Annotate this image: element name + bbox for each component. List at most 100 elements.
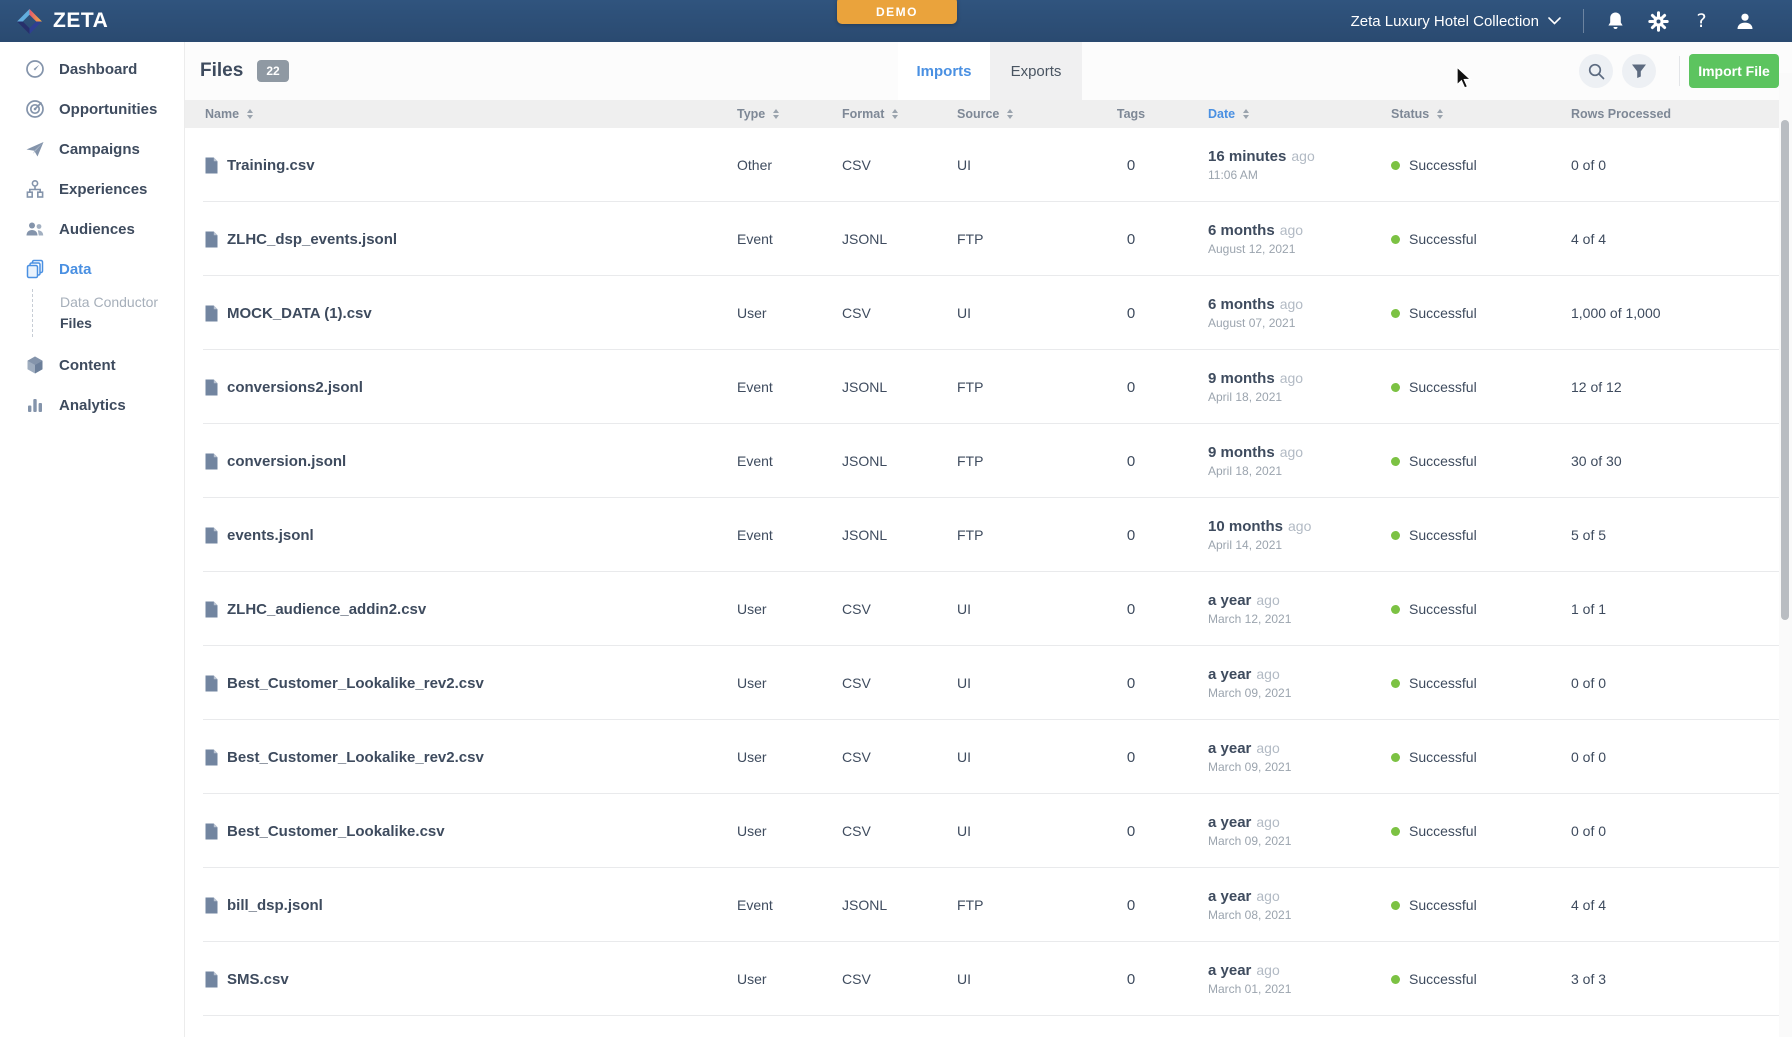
table-row[interactable]: Training.csv Other CSV UI 0 16 minutes ag… bbox=[185, 128, 1792, 202]
file-icon bbox=[205, 823, 218, 839]
file-name-cell: conversions2.jsonl bbox=[205, 350, 363, 424]
file-date-absolute: April 18, 2021 bbox=[1208, 464, 1283, 478]
file-source: UI bbox=[957, 823, 971, 839]
search-icon bbox=[1588, 63, 1604, 79]
opportunities-target-icon bbox=[24, 99, 46, 119]
status-success-dot-icon bbox=[1391, 160, 1400, 170]
column-header-source[interactable]: Source bbox=[957, 100, 1014, 128]
sidebar-item-opportunities[interactable]: Opportunities bbox=[0, 89, 184, 129]
column-header-tags: Tags bbox=[1116, 107, 1146, 121]
table-row[interactable]: Best_Customer_Lookalike_rev2.csv User CS… bbox=[185, 720, 1792, 794]
org-selector[interactable]: Zeta Luxury Hotel Collection bbox=[1351, 13, 1561, 30]
file-source: UI bbox=[957, 749, 971, 765]
file-type: User bbox=[737, 971, 767, 987]
file-name: SMS.csv bbox=[227, 970, 289, 988]
table-row[interactable]: ZLHC_audience_addin2.csv User CSV UI 0 a… bbox=[185, 572, 1792, 646]
sidebar-item-dashboard[interactable]: Dashboard bbox=[0, 49, 184, 89]
column-header-format[interactable]: Format bbox=[842, 100, 899, 128]
column-header-date[interactable]: Date bbox=[1208, 100, 1250, 128]
file-type: User bbox=[737, 749, 767, 765]
notifications-button[interactable] bbox=[1594, 0, 1637, 42]
file-date-cell: 6 months ago August 12, 2021 bbox=[1208, 202, 1303, 276]
sidebar-item-analytics[interactable]: Analytics bbox=[0, 385, 184, 425]
tab-exports[interactable]: Exports bbox=[990, 42, 1082, 100]
file-status: Successful bbox=[1409, 601, 1477, 617]
settings-button[interactable] bbox=[1637, 0, 1680, 42]
file-date-cell: 9 months ago April 18, 2021 bbox=[1208, 424, 1303, 498]
table-row[interactable]: Best_Customer_Lookalike.csv User CSV UI … bbox=[185, 794, 1792, 868]
sidebar-subitem-label: Data Conductor bbox=[60, 293, 159, 310]
tab-imports[interactable]: Imports bbox=[898, 42, 990, 100]
file-type: Event bbox=[737, 379, 773, 395]
file-tags-count: 0 bbox=[1126, 452, 1136, 470]
status-success-dot-icon bbox=[1391, 752, 1400, 762]
sidebar-item-audiences[interactable]: Audiences bbox=[0, 209, 184, 249]
files-tabs: Imports Exports bbox=[898, 42, 1082, 100]
file-name-cell: Best_Customer_Lookalike.csv bbox=[205, 794, 445, 868]
file-date-relative: a year bbox=[1208, 888, 1252, 905]
search-button[interactable] bbox=[1579, 54, 1613, 88]
table-row[interactable]: SMS.csv User CSV UI 0 a year ago March 01… bbox=[185, 942, 1792, 1016]
zeta-logo[interactable]: ZETA bbox=[0, 8, 108, 35]
file-date-relative: a year bbox=[1208, 592, 1252, 609]
table-header: Name Type Format Source Tags Date Status… bbox=[185, 100, 1779, 128]
filter-button[interactable] bbox=[1622, 54, 1656, 88]
file-status-cell: Successful bbox=[1391, 868, 1477, 942]
account-button[interactable] bbox=[1723, 0, 1766, 42]
help-button[interactable]: ? bbox=[1680, 0, 1723, 42]
sidebar-item-data-conductor[interactable]: Data Conductor bbox=[33, 291, 184, 312]
vertical-scrollbar-thumb[interactable] bbox=[1781, 120, 1789, 620]
file-type: Event bbox=[737, 453, 773, 469]
file-type: User bbox=[737, 675, 767, 691]
column-header-name[interactable]: Name bbox=[205, 100, 254, 128]
vertical-scrollbar[interactable] bbox=[1779, 73, 1792, 1037]
file-tags-count: 0 bbox=[1126, 600, 1136, 618]
table-row[interactable]: Best_Customer_Lookalike_rev2.csv User CS… bbox=[185, 646, 1792, 720]
sort-icon bbox=[1007, 109, 1014, 119]
import-file-button[interactable]: Import File bbox=[1689, 54, 1779, 88]
file-date-cell: 6 months ago August 07, 2021 bbox=[1208, 276, 1303, 350]
file-status-cell: Successful bbox=[1391, 202, 1477, 276]
table-row[interactable]: ZLHC_dsp_events.jsonl Event JSONL FTP 0 … bbox=[185, 202, 1792, 276]
table-row[interactable]: bill_dsp.jsonl Event JSONL FTP 0 a year a… bbox=[185, 868, 1792, 942]
file-type: User bbox=[737, 305, 767, 321]
sidebar-item-data[interactable]: Data bbox=[0, 249, 184, 289]
file-status-cell: Successful bbox=[1391, 942, 1477, 1016]
file-type: Other bbox=[737, 157, 773, 173]
status-success-dot-icon bbox=[1391, 974, 1400, 984]
file-date-absolute: March 09, 2021 bbox=[1208, 760, 1292, 774]
status-success-dot-icon bbox=[1391, 456, 1400, 466]
file-format: CSV bbox=[842, 675, 871, 691]
file-status: Successful bbox=[1409, 453, 1477, 469]
column-header-type[interactable]: Type bbox=[737, 100, 780, 128]
file-status-cell: Successful bbox=[1391, 794, 1477, 868]
sidebar-item-campaigns[interactable]: Campaigns bbox=[0, 129, 184, 169]
file-icon bbox=[205, 527, 218, 543]
table-row[interactable]: events.jsonl Event JSONL FTP 0 10 months… bbox=[185, 498, 1792, 572]
sidebar-item-content[interactable]: Content bbox=[0, 345, 184, 385]
file-date-relative: 16 minutes bbox=[1208, 148, 1287, 165]
sort-icon bbox=[1437, 109, 1444, 119]
table-row[interactable]: conversion.jsonl Event JSONL FTP 0 9 mon… bbox=[185, 424, 1792, 498]
table-row[interactable]: MOCK_DATA (1).csv User CSV UI 0 6 months… bbox=[185, 276, 1792, 350]
file-name-cell: Best_Customer_Lookalike_rev2.csv bbox=[205, 646, 484, 720]
table-row[interactable]: conversions2.jsonl Event JSONL FTP 0 9 m… bbox=[185, 350, 1792, 424]
file-status-cell: Successful bbox=[1391, 276, 1477, 350]
file-date-absolute: March 08, 2021 bbox=[1208, 908, 1292, 922]
file-tags-count: 0 bbox=[1126, 304, 1136, 322]
file-status: Successful bbox=[1409, 527, 1477, 543]
file-date-relative: 9 months bbox=[1208, 370, 1275, 387]
column-header-status[interactable]: Status bbox=[1391, 100, 1444, 128]
sidebar-item-experiences[interactable]: Experiences bbox=[0, 169, 184, 209]
file-source: FTP bbox=[957, 897, 984, 913]
file-name: ZLHC_dsp_events.jsonl bbox=[227, 230, 398, 248]
zeta-diamond-icon bbox=[17, 8, 42, 34]
help-icon: ? bbox=[1696, 10, 1707, 32]
file-source: UI bbox=[957, 601, 971, 617]
table-body: Training.csv Other CSV UI 0 16 minutes ag… bbox=[185, 128, 1792, 1016]
file-status-cell: Successful bbox=[1391, 572, 1477, 646]
file-status: Successful bbox=[1409, 305, 1477, 321]
sidebar-item-files[interactable]: Files bbox=[33, 312, 184, 333]
sidebar-item-label: Experiences bbox=[59, 180, 148, 198]
file-icon bbox=[205, 379, 218, 395]
